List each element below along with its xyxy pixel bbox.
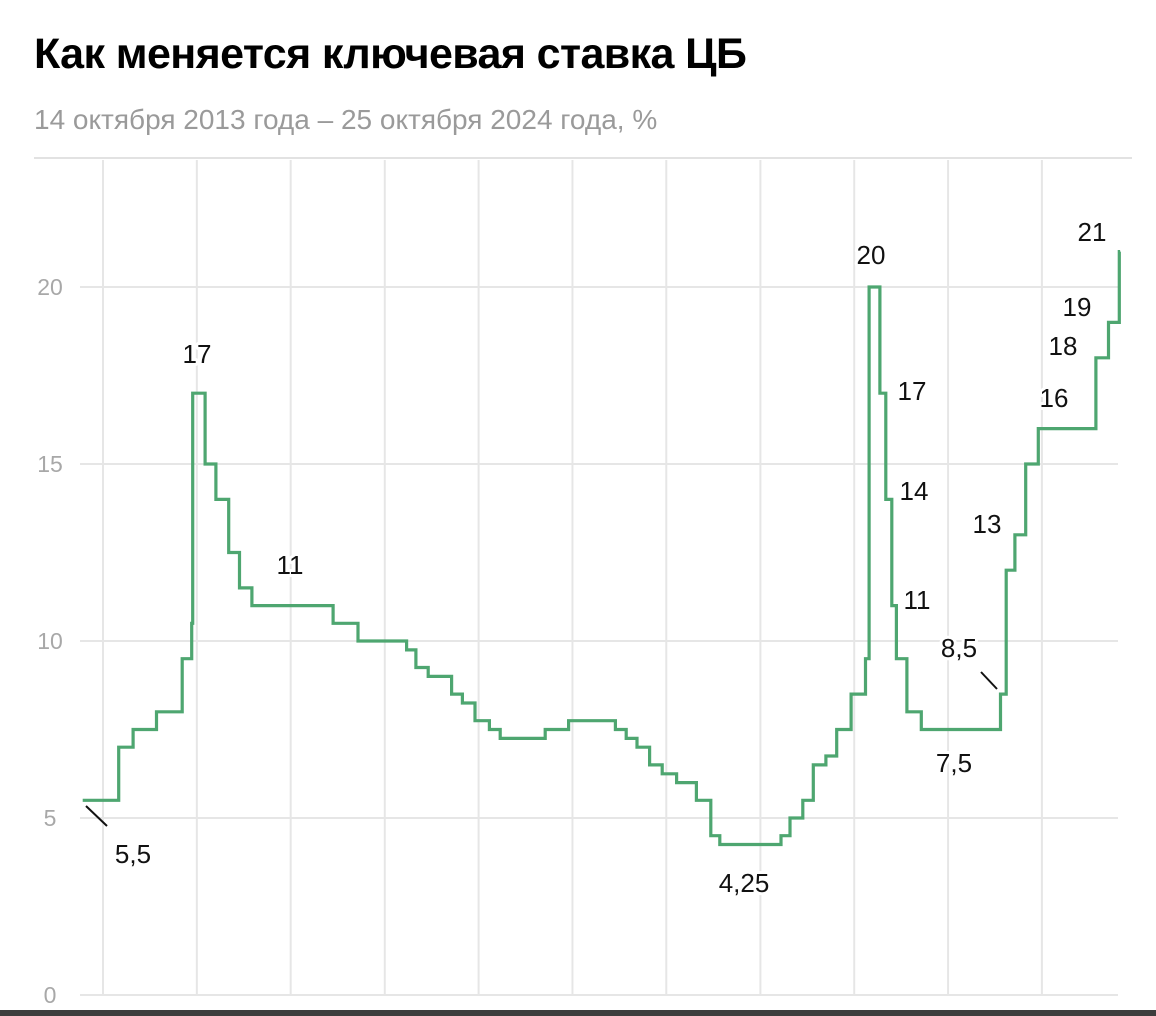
y-tick-label: 15 — [37, 451, 63, 477]
data-label: 8,5 — [941, 633, 977, 663]
data-label: 13 — [973, 509, 1002, 539]
y-tick-label: 5 — [44, 805, 57, 831]
data-label: 5,5 — [115, 839, 151, 869]
chart-subtitle: 14 октября 2013 года – 25 октября 2024 г… — [34, 104, 658, 135]
data-label: 11 — [277, 550, 304, 580]
y-tick-label: 0 — [44, 982, 57, 1008]
data-label: 16 — [1040, 383, 1069, 413]
data-label: 20 — [857, 240, 886, 270]
data-label: 21 — [1078, 217, 1107, 247]
bottom-bar — [0, 1010, 1156, 1016]
data-label: 7,5 — [936, 748, 972, 778]
y-axis-labels: 0 5 10 15 20 — [37, 274, 63, 1008]
y-tick-label: 10 — [37, 628, 63, 654]
y-tick-label: 20 — [37, 274, 63, 300]
data-label: 17 — [898, 376, 927, 406]
label-leader-line — [980, 671, 998, 690]
series-layer — [82, 250, 1121, 847]
data-labels: 5,5 17 11 4,25 20 17 14 11 7,5 8,5 13 16 18 19 21 — [85, 214, 1109, 901]
data-label: 4,25 — [719, 868, 770, 898]
grid — [80, 160, 1118, 996]
data-label: 17 — [183, 339, 212, 369]
label-leader-line — [85, 805, 108, 827]
data-label: 18 — [1049, 331, 1078, 361]
chart-title: Как меняется ключевая ставка ЦБ — [34, 30, 747, 78]
series-line — [82, 250, 1121, 847]
data-label: 14 — [900, 476, 929, 506]
data-label: 19 — [1063, 292, 1092, 322]
data-label: 11 — [904, 585, 931, 615]
